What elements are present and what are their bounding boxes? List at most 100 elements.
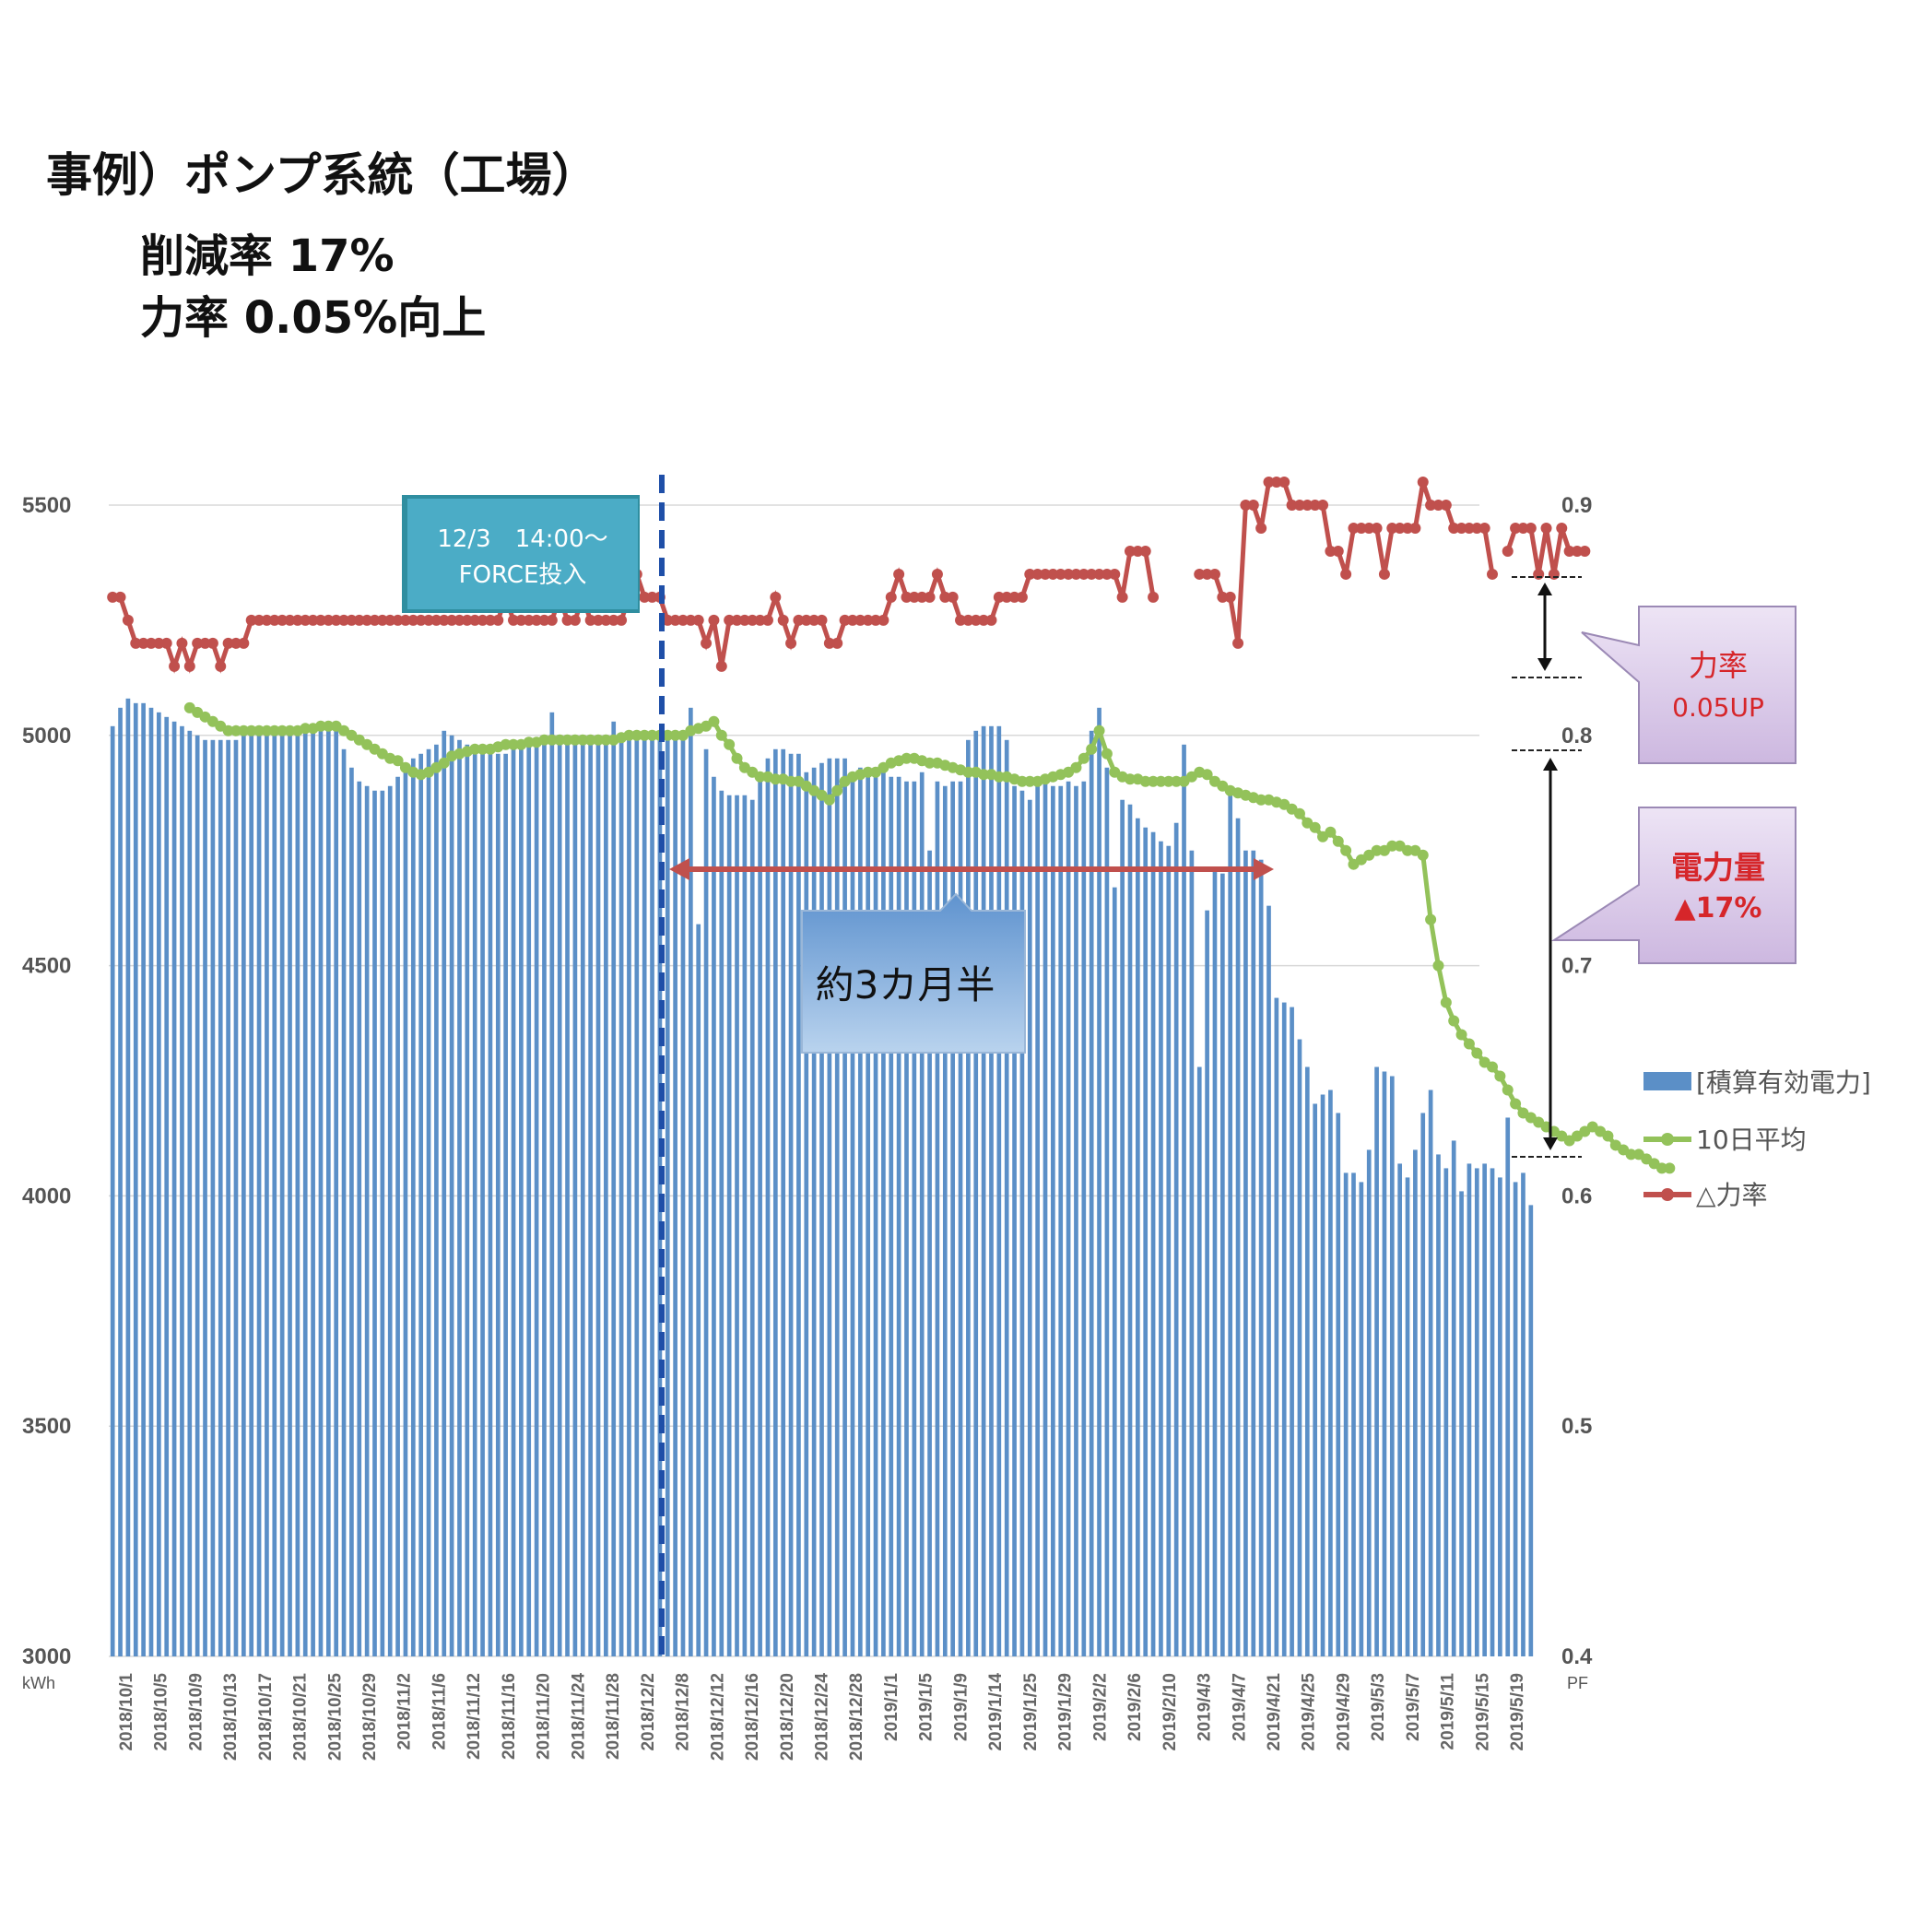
pf-point — [230, 637, 242, 649]
pf-point — [430, 614, 442, 626]
bar — [981, 725, 986, 1656]
bar — [1136, 818, 1140, 1656]
legend-swatch-bars — [1643, 1072, 1691, 1090]
pf-point — [122, 614, 134, 626]
bar — [1459, 1191, 1464, 1656]
pf-point — [1255, 522, 1267, 534]
pf-point — [268, 614, 280, 626]
bar — [1482, 1163, 1487, 1656]
bar — [403, 767, 408, 1656]
avg-point — [1086, 743, 1098, 755]
pf-point — [469, 614, 481, 626]
pf-point — [808, 614, 820, 626]
pf-point — [616, 614, 628, 626]
pf-point — [1040, 568, 1052, 580]
bar — [1528, 1205, 1534, 1656]
pf-point — [438, 614, 450, 626]
avg-point — [1471, 1047, 1483, 1059]
bar — [1290, 1007, 1294, 1656]
pf-point — [701, 637, 713, 649]
avg-point — [1371, 844, 1383, 856]
bar — [542, 744, 547, 1656]
pf-point — [1086, 568, 1098, 580]
pf-point — [831, 637, 843, 649]
bar — [187, 730, 193, 1656]
legend-label-pf: △力率 — [1696, 1180, 1768, 1210]
pf-point — [1247, 500, 1259, 511]
bar — [827, 758, 832, 1656]
bar — [249, 730, 254, 1656]
pf-point — [284, 614, 296, 626]
pf-point — [1078, 568, 1090, 580]
bar — [1104, 767, 1110, 1656]
pf-point — [901, 591, 913, 603]
pf-point — [724, 614, 736, 626]
pf-point — [777, 614, 789, 626]
x-tick-label: 2018/11/12 — [465, 1673, 484, 1760]
pf-point — [1302, 500, 1314, 511]
bar — [680, 735, 686, 1656]
bar — [318, 725, 324, 1656]
bar — [480, 753, 485, 1656]
bar — [595, 739, 601, 1656]
pf-point — [970, 614, 982, 626]
avg-point — [392, 755, 404, 767]
bar — [449, 735, 454, 1656]
avg-point — [1494, 1070, 1506, 1082]
pf-point — [1487, 568, 1499, 580]
pf-point — [738, 614, 750, 626]
bar — [118, 707, 123, 1656]
bar-series — [110, 698, 1534, 1656]
pf-point — [893, 568, 905, 580]
avg-point — [1309, 821, 1321, 833]
pf-point — [870, 614, 882, 626]
pf-point — [531, 614, 543, 626]
x-tick-label: 2019/5/7 — [1404, 1673, 1423, 1741]
bar — [1413, 1149, 1418, 1656]
pf-point — [338, 614, 350, 626]
bar — [689, 707, 693, 1656]
avg-point — [600, 734, 612, 746]
bar — [966, 739, 971, 1656]
x-tick-label: 2018/10/13 — [221, 1673, 241, 1761]
bar — [1428, 1090, 1433, 1656]
bar — [919, 772, 925, 1656]
avg-point — [1448, 1015, 1460, 1027]
force-callout: 12/3 14:00〜 FORCE投入 — [402, 495, 640, 613]
bar — [772, 748, 778, 1656]
pf-point — [1008, 591, 1020, 603]
y-tick-label: 4000 — [22, 1184, 71, 1208]
bar — [1159, 841, 1163, 1656]
bar — [1074, 785, 1078, 1656]
pf-point — [199, 637, 211, 649]
avg-point — [1440, 996, 1452, 1008]
x-tick-label: 2019/2/2 — [1090, 1673, 1110, 1741]
pf-point — [800, 614, 812, 626]
pf-point — [607, 614, 619, 626]
pf-point — [924, 591, 936, 603]
x-tick-label: 2019/1/5 — [917, 1673, 937, 1741]
pf-point — [176, 637, 188, 649]
avg-point — [823, 794, 835, 806]
pf-point — [446, 614, 458, 626]
x-tick-label: 2018/10/9 — [186, 1673, 206, 1751]
pf-point — [908, 591, 920, 603]
bar — [673, 735, 677, 1656]
pf-point — [1309, 500, 1321, 511]
bar — [657, 730, 663, 1656]
measure-arrows — [1512, 576, 1582, 1158]
y2-tick-label: 0.5 — [1561, 1414, 1592, 1439]
pf-point — [477, 614, 489, 626]
bar — [1281, 1002, 1287, 1656]
avg-point — [1162, 775, 1174, 787]
duration-callout: 約3カ月半 — [801, 892, 1026, 1054]
x-tick-label: 2018/12/28 — [847, 1673, 866, 1761]
bar — [1166, 845, 1172, 1656]
avg-point — [561, 734, 573, 746]
pf-point — [823, 637, 835, 649]
pf-point — [454, 614, 465, 626]
x-tick-label: 2018/10/25 — [325, 1673, 345, 1761]
pf-point — [277, 614, 289, 626]
pf-point — [1340, 568, 1352, 580]
bar — [256, 730, 262, 1656]
